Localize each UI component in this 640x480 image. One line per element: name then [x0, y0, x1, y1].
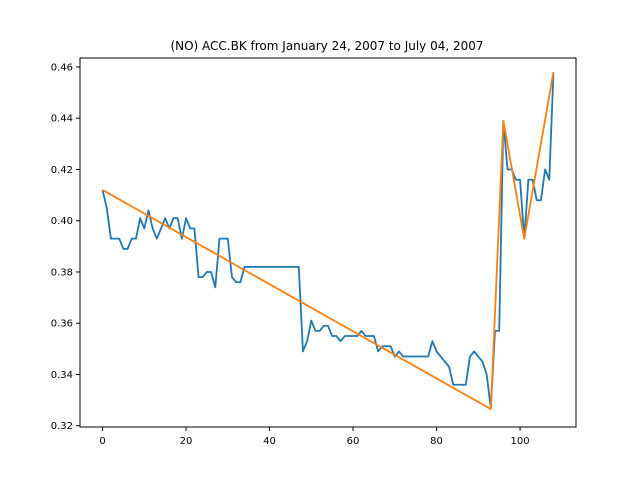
y-tick-label: 0.36: [51, 319, 73, 330]
x-tick-label: 40: [263, 436, 276, 447]
x-axis: 0 20 40 60 80 100: [99, 427, 530, 447]
series-line-1: [101, 72, 555, 409]
plot-lines: [101, 71, 555, 410]
x-tick-label: 60: [347, 436, 360, 447]
x-tick-label: 100: [511, 436, 530, 447]
x-tick-label: 80: [430, 436, 443, 447]
plot-frame: [79, 57, 577, 428]
chart-title: (NO) ACC.BK from January 24, 2007 to Jul…: [170, 39, 483, 53]
y-tick-label: 0.42: [51, 165, 73, 176]
y-tick-label: 0.32: [51, 421, 73, 432]
y-tick-label: 0.46: [51, 62, 73, 73]
y-tick-label: 0.34: [51, 370, 73, 381]
x-tick-label: 0: [99, 436, 105, 447]
y-tick-label: 0.40: [51, 216, 73, 227]
x-tick-label: 20: [180, 436, 193, 447]
series-line-2: [102, 71, 555, 410]
y-tick-label: 0.38: [51, 267, 73, 278]
y-tick-label: 0.44: [51, 114, 73, 125]
y-axis: 0.32 0.34 0.36 0.38 0.40 0.42 0.44 0.46: [51, 62, 80, 432]
